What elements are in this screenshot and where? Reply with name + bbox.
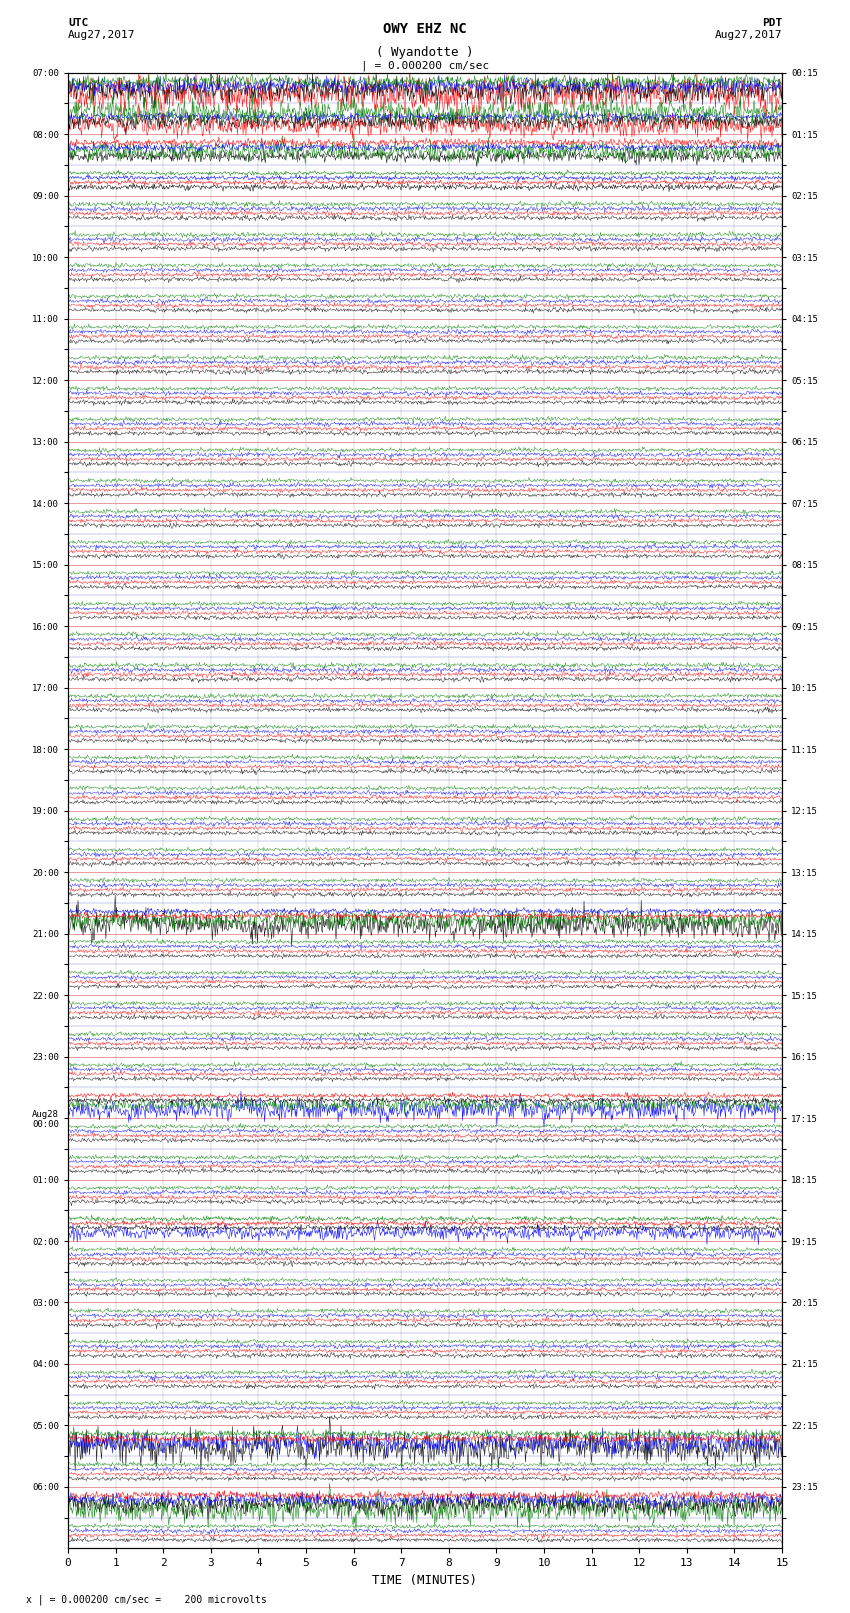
Text: UTC: UTC — [68, 18, 88, 29]
X-axis label: TIME (MINUTES): TIME (MINUTES) — [372, 1574, 478, 1587]
Text: PDT: PDT — [762, 18, 782, 29]
Text: OWY EHZ NC: OWY EHZ NC — [383, 21, 467, 35]
Text: Aug27,2017: Aug27,2017 — [68, 31, 135, 40]
Text: ( Wyandotte ): ( Wyandotte ) — [377, 47, 473, 60]
Text: | = 0.000200 cm/sec: | = 0.000200 cm/sec — [361, 61, 489, 71]
Text: Aug27,2017: Aug27,2017 — [715, 31, 782, 40]
Text: x | = 0.000200 cm/sec =    200 microvolts: x | = 0.000200 cm/sec = 200 microvolts — [26, 1594, 266, 1605]
